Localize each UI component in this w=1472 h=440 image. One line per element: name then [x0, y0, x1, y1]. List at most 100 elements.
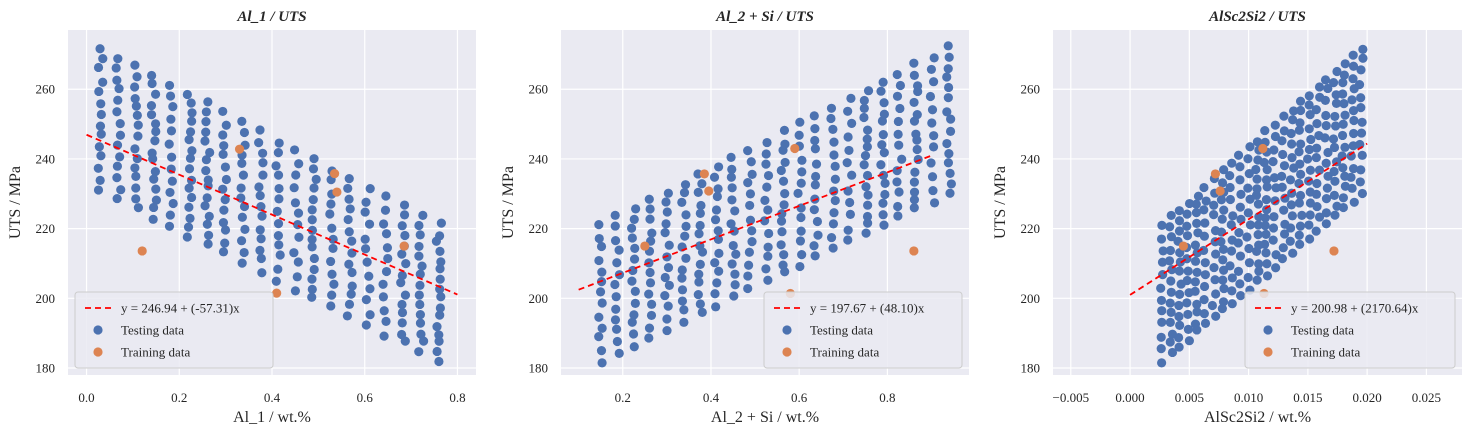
testing-point: [1166, 232, 1177, 242]
testing-point: [1182, 231, 1193, 241]
testing-point: [811, 159, 822, 169]
y-tick-label: 240: [36, 151, 56, 166]
testing-point: [745, 200, 755, 211]
chart-title: AlSc2Si2 / UTS: [1208, 9, 1306, 25]
testing-point: [809, 241, 819, 251]
testing-point: [661, 219, 671, 229]
testing-point: [677, 296, 688, 306]
testing-point: [274, 138, 284, 148]
testing-point: [813, 230, 823, 240]
testing-point: [1225, 170, 1235, 181]
testing-point: [257, 211, 267, 221]
testing-point: [845, 197, 855, 208]
testing-point: [760, 195, 770, 206]
testing-point: [862, 211, 873, 222]
testing-point: [1348, 61, 1359, 71]
testing-point: [1218, 265, 1229, 275]
testing-point: [879, 109, 889, 119]
testing-point: [863, 125, 873, 135]
testing-point: [435, 274, 445, 284]
testing-point: [645, 214, 655, 224]
testing-point: [237, 258, 247, 268]
testing-point: [344, 194, 354, 204]
testing-point: [239, 127, 250, 138]
testing-point: [399, 210, 410, 220]
testing-point: [693, 289, 703, 300]
testing-point: [1156, 332, 1166, 342]
testing-point: [1173, 332, 1184, 343]
testing-point: [112, 193, 122, 204]
testing-point: [1156, 344, 1166, 354]
testing-point: [895, 103, 905, 114]
testing-point: [1348, 128, 1359, 139]
testing-point: [273, 231, 283, 241]
testing-point: [274, 194, 284, 204]
testing-point: [1297, 210, 1307, 220]
testing-point: [728, 240, 738, 251]
testing-point: [220, 238, 230, 248]
testing-point: [1165, 317, 1175, 327]
testing-point: [944, 148, 954, 159]
testing-point: [761, 159, 771, 169]
testing-point: [327, 290, 337, 300]
testing-point: [1225, 182, 1235, 193]
testing-point: [1228, 211, 1238, 221]
testing-point: [795, 261, 805, 272]
testing-point: [1218, 255, 1228, 265]
testing-point: [943, 41, 953, 51]
testing-point: [662, 314, 672, 324]
testing-point: [1167, 347, 1178, 358]
testing-point: [912, 144, 922, 155]
testing-point: [1277, 171, 1287, 181]
testing-point: [763, 242, 773, 252]
testing-point: [436, 257, 446, 267]
testing-point: [95, 175, 105, 185]
testing-point: [256, 202, 266, 212]
testing-point: [942, 138, 952, 149]
testing-point: [1287, 139, 1297, 149]
testing-point: [236, 183, 246, 193]
testing-point: [909, 203, 919, 213]
testing-point: [1331, 121, 1341, 131]
y-tick-label: 200: [529, 291, 549, 306]
testing-point: [1302, 154, 1313, 164]
testing-point: [1340, 142, 1350, 152]
testing-point: [1182, 221, 1192, 231]
testing-point: [381, 266, 392, 277]
testing-point: [1304, 220, 1314, 230]
testing-point: [926, 158, 936, 168]
testing-point: [237, 212, 247, 222]
x-tick-label: 0.020: [1353, 390, 1382, 405]
testing-point: [1278, 149, 1288, 160]
testing-point: [1304, 144, 1315, 155]
y-tick-label: 200: [1021, 291, 1041, 306]
testing-point: [1348, 50, 1358, 60]
testing-point: [168, 198, 178, 209]
testing-point: [679, 317, 689, 327]
testing-point: [862, 134, 872, 144]
testing-point: [830, 174, 840, 184]
testing-point: [1157, 317, 1167, 327]
testing-point: [1314, 165, 1325, 175]
testing-point: [1199, 231, 1210, 241]
testing-point: [1268, 235, 1278, 245]
testing-point: [1166, 307, 1176, 318]
testing-point: [747, 169, 757, 179]
testing-point: [1227, 299, 1237, 309]
testing-point: [292, 272, 302, 282]
testing-point: [326, 199, 336, 209]
testing-point: [1233, 266, 1244, 276]
testing-point: [396, 278, 406, 288]
testing-point: [344, 259, 354, 269]
testing-point: [662, 207, 672, 217]
testing-point: [945, 168, 955, 179]
testing-point: [1217, 303, 1227, 314]
testing-point: [1252, 174, 1262, 184]
testing-point: [380, 205, 391, 215]
testing-point: [345, 204, 355, 214]
testing-point: [744, 260, 754, 270]
testing-point: [397, 307, 408, 318]
y-axis-label: UTS / MPa: [500, 166, 517, 239]
testing-point: [1340, 59, 1350, 69]
testing-point: [290, 286, 301, 296]
